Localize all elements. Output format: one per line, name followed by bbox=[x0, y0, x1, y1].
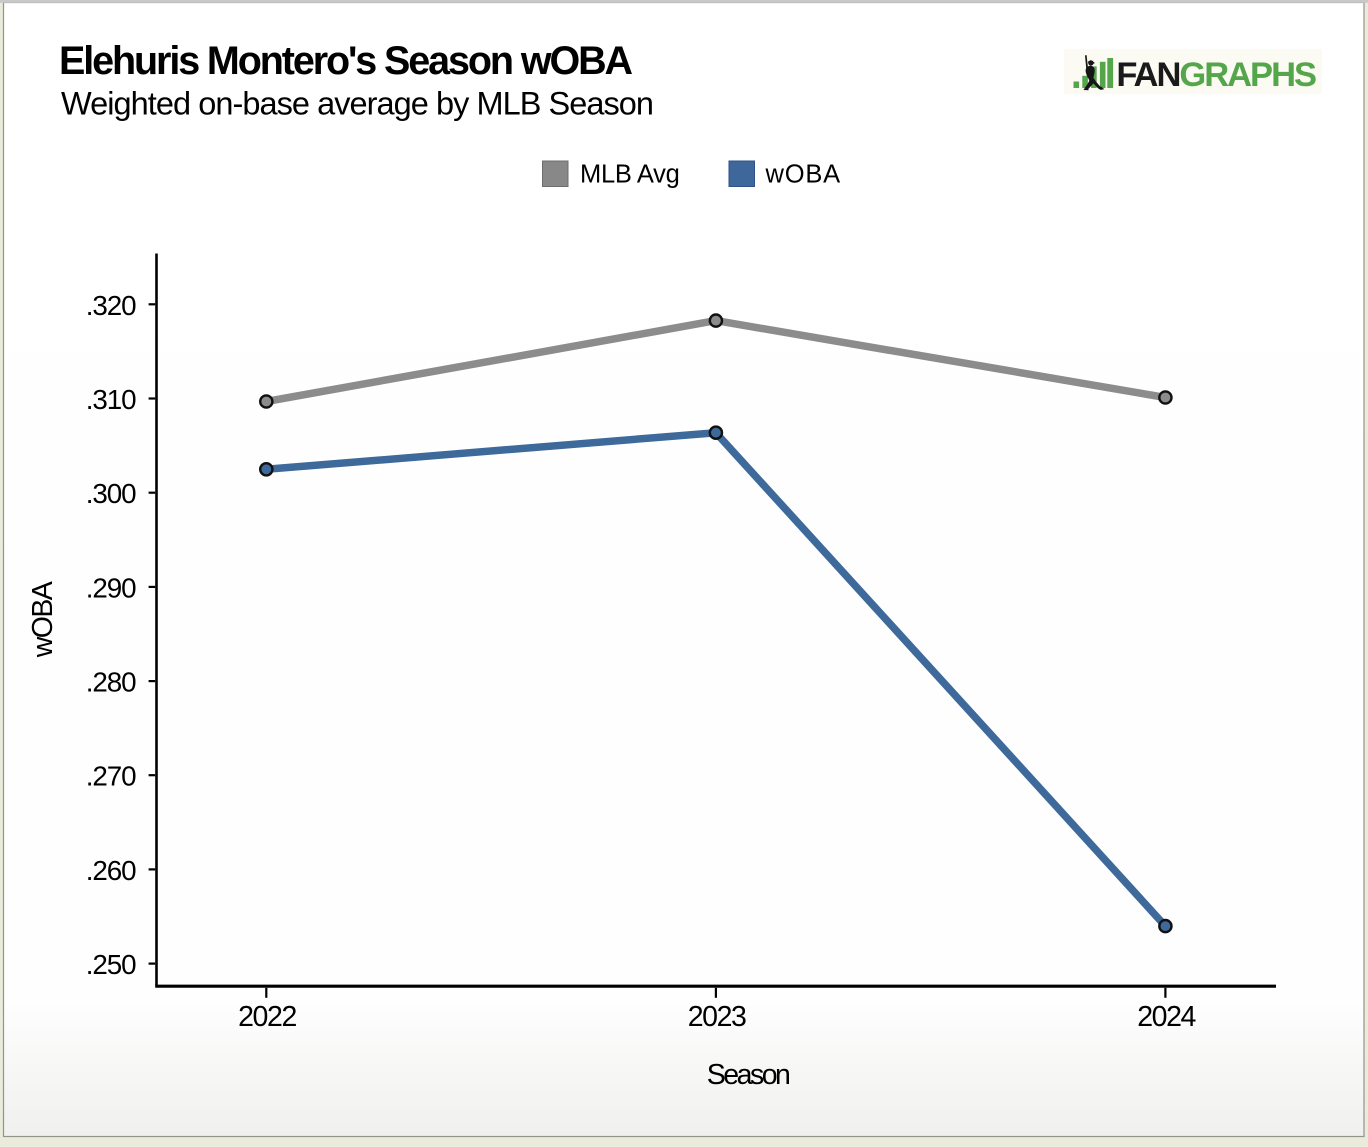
svg-text:Season: Season bbox=[707, 1059, 789, 1091]
svg-text:wOBA: wOBA bbox=[27, 581, 59, 658]
svg-text:.280: .280 bbox=[86, 667, 136, 698]
svg-text:.260: .260 bbox=[86, 855, 136, 886]
svg-text:FANGRAPHS: FANGRAPHS bbox=[1116, 56, 1316, 94]
svg-text:.300: .300 bbox=[86, 478, 136, 509]
svg-text:wOBA: wOBA bbox=[765, 161, 841, 189]
svg-text:2024: 2024 bbox=[1137, 1001, 1196, 1033]
svg-text:.290: .290 bbox=[86, 572, 136, 603]
svg-text:.250: .250 bbox=[86, 949, 136, 980]
svg-text:.270: .270 bbox=[86, 761, 136, 792]
svg-text:2022: 2022 bbox=[238, 1001, 296, 1033]
svg-text:.310: .310 bbox=[86, 384, 136, 415]
svg-text:MLB Avg: MLB Avg bbox=[580, 161, 680, 189]
svg-text:2023: 2023 bbox=[688, 1001, 746, 1033]
svg-text:Weighted on-base average by ML: Weighted on-base average by MLB Season bbox=[61, 85, 653, 121]
svg-text:.320: .320 bbox=[86, 290, 136, 321]
svg-text:Elehuris Montero's Season wOBA: Elehuris Montero's Season wOBA bbox=[59, 39, 633, 83]
